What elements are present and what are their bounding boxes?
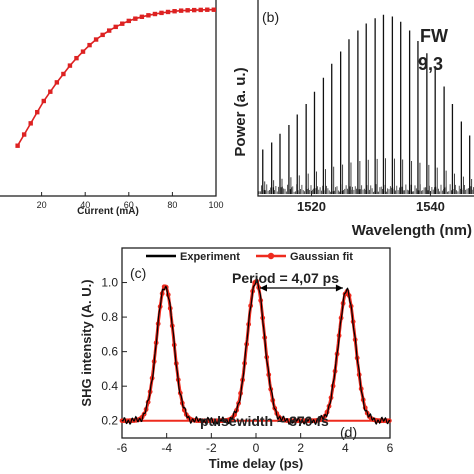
- panel-a-data-point: [93, 37, 99, 42]
- panel-a-x-tick-label: 20: [37, 200, 47, 210]
- panel-a-frame: [0, 0, 217, 197]
- panel-a-data-point: [54, 80, 60, 85]
- panel-c-ylabel: SHG intensity (A. U.): [79, 279, 94, 406]
- panel-b-label: (b): [262, 9, 279, 25]
- panel-c-pulsewidth-annotation: pulsewidth ~ 870 fs: [200, 413, 329, 429]
- panel-a-series-points: [15, 7, 217, 148]
- panel-c-xlabel: Time delay (ps): [209, 456, 303, 471]
- panel-a-x-tick-label: 80: [167, 200, 177, 210]
- legend-fit-label: Gaussian fit: [290, 251, 353, 263]
- panel-c-legend: Experiment Gaussian fit: [146, 251, 353, 263]
- panel-c-y-ticks: 0.2 0.4 0.6 0.8 1.0: [101, 276, 127, 428]
- panel-c-y-tick-label: 1.0: [101, 276, 118, 290]
- panel-a-data-point: [120, 21, 125, 26]
- panel-c-label: (c): [130, 265, 146, 281]
- panel-c-x-tick-label: 0: [253, 441, 260, 455]
- panel-a-data-point: [28, 121, 33, 126]
- panel-a-data-point: [133, 16, 138, 21]
- panel-a-data-point: [192, 7, 197, 13]
- panel-a-data-point: [21, 132, 27, 137]
- panel-a-data-point: [74, 55, 79, 61]
- panel-c-x-tick-label: 4: [342, 441, 349, 455]
- panel-b-annotation-fw: FW: [420, 26, 448, 46]
- panel-c-x-tick-label: -6: [117, 441, 128, 455]
- panel-c-y-tick-label: 0.2: [101, 414, 118, 428]
- panel-c-x-tick-label: 2: [297, 441, 304, 455]
- panel-c-y-tick-label: 0.8: [101, 310, 118, 324]
- panel-a-x-ticks: 20 40 60 80 100: [37, 192, 224, 210]
- panel-c-y-tick-label: 0.6: [101, 345, 118, 359]
- panel-a-series-line: [16, 8, 214, 147]
- panel-c-period-arrow: [260, 284, 343, 292]
- panel-c-x-tick-label: 6: [387, 441, 394, 455]
- panel-a-data-point: [35, 109, 40, 115]
- panel-a-data-point: [106, 28, 112, 33]
- panel-a-data-point: [48, 89, 53, 94]
- panel-c-x-ticks: -6 -4 -2 0 2 4 6: [117, 433, 394, 455]
- panel-a-data-point: [205, 7, 210, 12]
- panel-b-x-ticks: 1520 1540: [297, 191, 445, 214]
- panel-c-x-tick-label: -4: [161, 441, 172, 455]
- panel-a-x-tick-label: 60: [124, 200, 134, 210]
- panel-b-frame: [257, 0, 474, 197]
- panel-c-y-tick-label: 0.4: [101, 379, 118, 393]
- panel-b-xlabel: Wavelength (nm): [352, 222, 472, 239]
- panel-c-x-tick-label: -2: [206, 441, 217, 455]
- panel-a-data-point: [126, 18, 131, 24]
- panel-a-data-point: [198, 7, 203, 13]
- panel-a-data-point: [113, 24, 118, 30]
- panel-a-data-point: [139, 14, 145, 20]
- panel-d-label: (d): [340, 424, 357, 440]
- panel-b: 1520 1540 (b) FW 9,3 Power (a. u.) Wavele…: [232, 0, 474, 239]
- panel-a-data-point: [159, 10, 164, 16]
- legend-fit-marker: [267, 252, 275, 260]
- panel-a-data-point: [172, 9, 177, 14]
- panel-a-data-point: [87, 42, 92, 48]
- panel-a: 20 40 60 80 100 Current (mA): [0, 0, 224, 217]
- panel-a-data-point: [165, 9, 171, 15]
- legend-experiment-label: Experiment: [180, 251, 240, 263]
- panel-b-x-tick-label: 1540: [416, 199, 445, 214]
- panel-a-data-point: [67, 63, 73, 68]
- panel-c-experiment-line: [121, 277, 391, 426]
- panel-a-data-point: [178, 8, 184, 13]
- panel-a-data-point: [61, 71, 66, 77]
- panel-a-xlabel: Current (mA): [77, 206, 139, 217]
- panel-c-period-annotation: Period = 4,07 ps: [232, 270, 339, 286]
- panel-b-spectral-lines: [258, 14, 474, 194]
- panel-b-ylabel: Power (a. u.): [232, 67, 249, 156]
- panel-a-data-point: [15, 143, 20, 148]
- panel-a-data-point: [211, 7, 217, 12]
- panel-a-data-point: [80, 49, 86, 54]
- panel-a-x-tick-label: 40: [80, 200, 90, 210]
- panel-c: -6 -4 -2 0 2 4 6 0.2 0.4 0.6 0.8 1.0 Experiment Ga…: [79, 247, 394, 471]
- panel-a-data-point: [185, 8, 190, 13]
- panel-a-x-tick-label: 100: [208, 200, 223, 210]
- panel-a-data-point: [152, 11, 158, 17]
- panel-b-annotation-value: 9,3: [418, 54, 443, 74]
- panel-a-data-point: [41, 98, 46, 104]
- panel-a-data-point: [100, 32, 105, 38]
- panel-b-x-tick-label: 1520: [297, 199, 326, 214]
- panel-a-data-point: [146, 13, 151, 18]
